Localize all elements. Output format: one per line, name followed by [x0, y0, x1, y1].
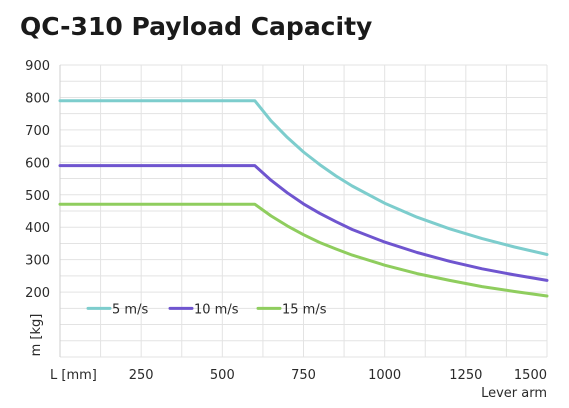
- y-axis-label: m [kg]: [29, 314, 44, 357]
- y-tick-label: 700: [25, 124, 50, 139]
- series-line-1: [58, 99, 549, 256]
- legend-label-1: 5 m/s: [112, 302, 148, 317]
- series-line-2: [58, 164, 549, 282]
- grid: [59, 64, 548, 358]
- series-line-3: [58, 202, 549, 298]
- tick-labels: 200 300 400 500 600 700 800 900 250 500 750 1000 125…: [25, 59, 547, 383]
- y-tick-label: 500: [25, 189, 50, 204]
- y-tick-label: 200: [25, 286, 50, 301]
- x-tick-label: 1000: [368, 368, 401, 383]
- y-tick-label: 300: [25, 254, 50, 269]
- legend-label-2: 10 m/s: [194, 302, 239, 317]
- legend-label-3: 15 m/s: [282, 302, 327, 317]
- y-tick-label: 800: [25, 91, 50, 106]
- x-tick-label: 750: [291, 368, 316, 383]
- x-axis-label-left: L [mm]: [50, 368, 97, 383]
- legend: 5 m/s 10 m/s 15 m/s: [86, 302, 327, 317]
- chart-title: QC-310 Payload Capacity: [20, 12, 373, 41]
- series-lines: [58, 99, 549, 298]
- y-tick-label: 600: [25, 156, 50, 171]
- x-tick-label: 250: [129, 368, 154, 383]
- x-tick-label: 1250: [449, 368, 482, 383]
- y-tick-label: 400: [25, 221, 50, 236]
- x-tick-label: 500: [210, 368, 235, 383]
- x-axis-label-right: Lever arm: [481, 386, 547, 401]
- x-tick-label: 1500: [514, 368, 547, 383]
- y-tick-label: 900: [25, 59, 50, 74]
